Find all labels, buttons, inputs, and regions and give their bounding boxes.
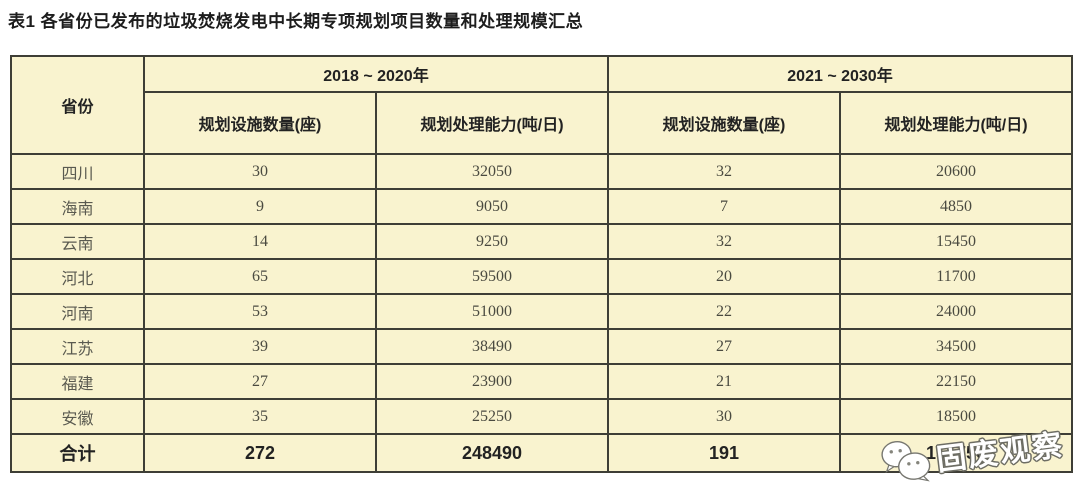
value-cell: 14	[143, 223, 377, 260]
value-cell: 51000	[375, 293, 609, 330]
table-body: 四川 30 32050 32 20600 海南 9 9050 7 4850 云南 14 9250 32 15…	[10, 153, 1073, 473]
table-row: 云南 14 9250 32 15450	[10, 223, 1073, 260]
table-row: 河南 53 51000 22 24000	[10, 293, 1073, 330]
value-cell: 30	[143, 153, 377, 190]
value-cell: 9250	[375, 223, 609, 260]
capacity-header-2: 规划处理能力(吨/日)	[839, 91, 1073, 155]
province-cell: 海南	[10, 188, 145, 225]
value-cell: 151750	[839, 433, 1073, 473]
province-column-header: 省份	[10, 55, 145, 155]
value-cell: 23900	[375, 363, 609, 400]
province-cell: 安徽	[10, 398, 145, 435]
period-header-2018-2020: 2018 ~ 2020年	[143, 55, 609, 93]
value-cell: 4850	[839, 188, 1073, 225]
value-cell: 15450	[839, 223, 1073, 260]
value-cell: 20600	[839, 153, 1073, 190]
table-row: 四川 30 32050 32 20600	[10, 153, 1073, 190]
value-cell: 32050	[375, 153, 609, 190]
value-cell: 27	[143, 363, 377, 400]
table-row: 福建 27 23900 21 22150	[10, 363, 1073, 400]
value-cell: 22150	[839, 363, 1073, 400]
period-header-2021-2030: 2021 ~ 2030年	[607, 55, 1073, 93]
table-row: 海南 9 9050 7 4850	[10, 188, 1073, 225]
province-cell: 河南	[10, 293, 145, 330]
capacity-header-1: 规划处理能力(吨/日)	[375, 91, 609, 155]
total-label-cell: 合计	[10, 433, 145, 473]
value-cell: 248490	[375, 433, 609, 473]
value-cell: 272	[143, 433, 377, 473]
table-title: 表1 各省份已发布的垃圾焚烧发电中长期专项规划项目数量和处理规模汇总	[8, 12, 584, 31]
facility-count-header-1: 规划设施数量(座)	[143, 91, 377, 155]
table-row: 江苏 39 38490 27 34500	[10, 328, 1073, 365]
value-cell: 9050	[375, 188, 609, 225]
province-cell: 江苏	[10, 328, 145, 365]
value-cell: 32	[607, 223, 841, 260]
province-cell: 河北	[10, 258, 145, 295]
table-row: 河北 65 59500 20 11700	[10, 258, 1073, 295]
province-cell: 四川	[10, 153, 145, 190]
value-cell: 38490	[375, 328, 609, 365]
total-row: 合计 272 248490 191 151750	[10, 433, 1073, 473]
sub-header-row: 规划设施数量(座) 规划处理能力(吨/日) 规划设施数量(座) 规划处理能力(吨…	[11, 91, 1073, 155]
value-cell: 25250	[375, 398, 609, 435]
value-cell: 11700	[839, 258, 1073, 295]
table-row: 安徽 35 25250 30 18500	[10, 398, 1073, 435]
value-cell: 20	[607, 258, 841, 295]
value-cell: 34500	[839, 328, 1073, 365]
value-cell: 65	[143, 258, 377, 295]
value-cell: 53	[143, 293, 377, 330]
value-cell: 18500	[839, 398, 1073, 435]
province-cell: 云南	[10, 223, 145, 260]
value-cell: 22	[607, 293, 841, 330]
value-cell: 9	[143, 188, 377, 225]
value-cell: 35	[143, 398, 377, 435]
year-header-row: 省份 2018 ~ 2020年 2021 ~ 2030年	[10, 55, 1073, 155]
value-cell: 32	[607, 153, 841, 190]
value-cell: 7	[607, 188, 841, 225]
value-cell: 24000	[839, 293, 1073, 330]
province-cell: 福建	[10, 363, 145, 400]
table-header: 省份 2018 ~ 2020年 2021 ~ 2030年 规划设施数量(座) 规…	[10, 55, 1073, 155]
planning-summary-table: 省份 2018 ~ 2020年 2021 ~ 2030年 规划设施数量(座) 规…	[10, 55, 1073, 473]
value-cell: 191	[607, 433, 841, 473]
value-cell: 27	[607, 328, 841, 365]
value-cell: 39	[143, 328, 377, 365]
value-cell: 30	[607, 398, 841, 435]
facility-count-header-2: 规划设施数量(座)	[607, 91, 841, 155]
value-cell: 21	[607, 363, 841, 400]
value-cell: 59500	[375, 258, 609, 295]
